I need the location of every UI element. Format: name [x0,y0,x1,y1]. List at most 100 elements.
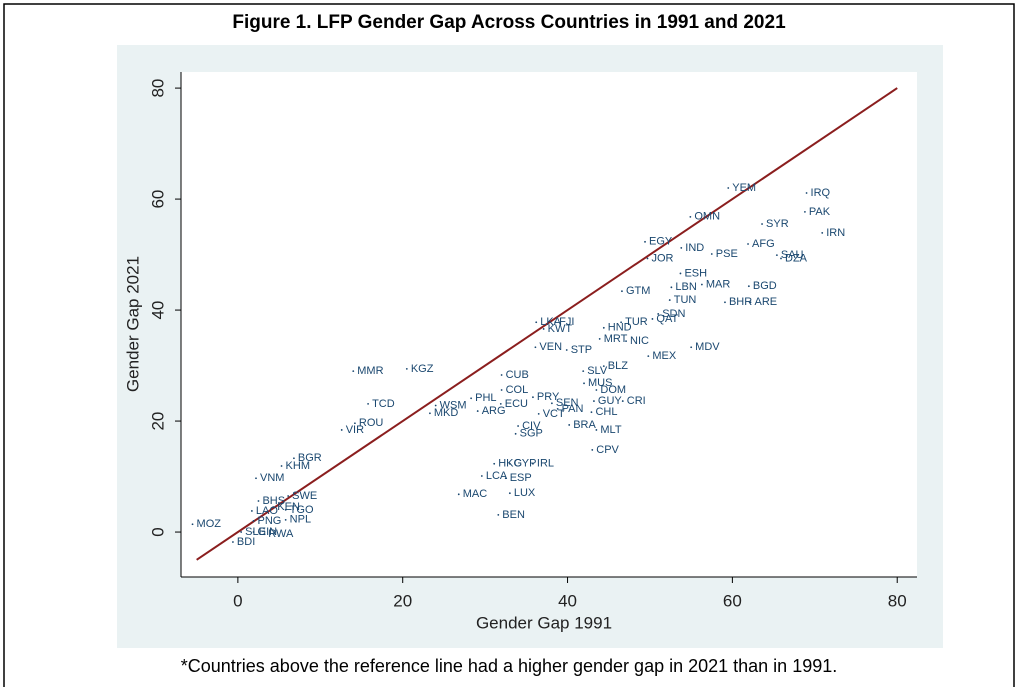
point-label: SGP [520,428,543,440]
point-label: TUN [674,294,697,306]
point-label: NPL [290,514,311,526]
point-label: NIC [630,335,649,347]
point [500,374,503,376]
point [252,531,255,533]
point [493,462,496,465]
point-label: BGD [753,280,777,292]
point-label: STP [571,344,592,356]
point [293,457,295,460]
point-label: OMN [694,211,720,223]
point-label: BHR [729,296,752,308]
point-label: MDV [695,341,720,353]
point-label: CUB [506,369,529,381]
point-label: RWA [268,528,294,540]
footnote: *Countries above the reference line had … [181,656,837,676]
point [232,541,234,543]
point-label: DOM [600,384,626,396]
point-label: MUS [588,377,612,389]
point [255,477,257,480]
point-label: CIV [522,420,541,432]
point [352,370,355,373]
x-tick-label: 40 [558,591,577,610]
point-label: PAK [809,206,831,218]
point-label: ECU [505,398,528,410]
point [690,346,693,349]
point-label: CHL [595,406,617,418]
point-label: SDN [662,308,685,320]
point-label: ESP [510,472,532,484]
point-label: KEN [277,501,300,513]
point-label: VIR [346,424,364,436]
point [727,187,730,189]
point [542,328,545,330]
point-label: IRQ [811,187,831,199]
point [240,531,243,533]
point-label: QAT [656,313,678,325]
point [250,510,253,512]
point [457,493,460,496]
point [700,283,703,286]
point-label: PAN [562,403,584,415]
point-label: BGR [298,452,322,464]
point-label: GIN [258,526,278,538]
point-label: CRI [627,395,646,407]
point [804,210,806,213]
point-label: PSE [716,248,738,260]
point-label: AFG [752,238,775,250]
point-label: VCT [543,408,565,420]
point [287,495,290,497]
point-label: TCD [372,398,395,410]
point-label: ESH [684,267,707,279]
point-label: MAR [706,278,731,290]
point [191,523,194,526]
point-label: GTM [626,285,650,297]
point-label: SAU [781,249,804,261]
point [284,518,287,521]
point [476,410,479,412]
point-label: BHS [262,495,285,507]
point-label: PHL [475,392,496,404]
point [595,389,598,391]
point [514,432,517,435]
point-label: MMR [357,365,383,377]
point-label: ARG [482,405,506,417]
point [284,508,287,511]
point-label: IRN [826,227,845,239]
point [582,370,585,373]
point-label: JOR [651,252,673,264]
point-label: COL [506,384,529,396]
point-label: HND [608,322,632,334]
y-tick-label: 60 [148,190,167,209]
x-tick-label: 20 [393,591,412,610]
point [550,402,553,405]
point [747,243,749,245]
point-label: LKA [540,316,561,328]
point-label: YEM [732,182,756,194]
point [252,520,255,522]
point-label: IRL [537,458,554,470]
point [670,286,673,289]
point-label: KGZ [411,363,434,375]
point-label: BEN [502,509,525,521]
x-axis-title: Gender Gap 1991 [476,613,612,632]
point-label: SLE [245,526,266,538]
point [710,253,713,255]
point-label: TGO [290,504,314,516]
y-axis-title: Gender Gap 2021 [123,256,142,392]
point [775,254,778,257]
point [405,367,408,370]
point [263,533,266,536]
point-label: MKD [434,407,459,419]
point-label: VNM [260,472,284,484]
point [724,301,726,304]
x-tick-label: 60 [723,591,742,610]
point-label: ARE [755,296,778,308]
point [621,290,623,293]
point-label: CYP [514,458,537,470]
point [680,247,683,249]
point [280,465,283,467]
point [534,346,537,349]
point [646,257,649,260]
point [620,321,623,324]
